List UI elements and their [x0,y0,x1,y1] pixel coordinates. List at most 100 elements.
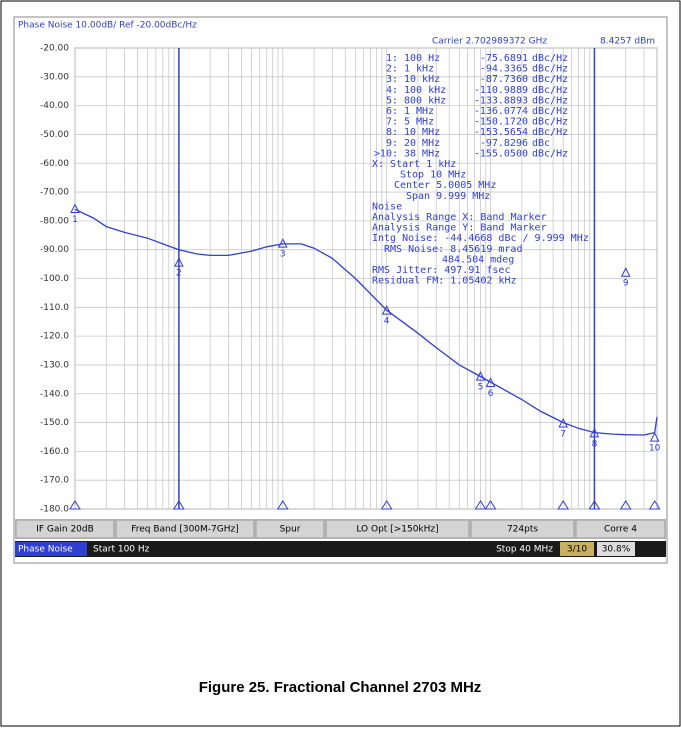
marker [620,267,631,277]
marker-number: 8 [592,439,598,449]
marker-value: -150.1720 [474,117,528,128]
marker-unit: dBc/Hz [532,64,568,75]
analysis-info: Intg Noise: -44.4668 dBc / 9.999 MHz [372,233,589,244]
marker-label: 5: [386,95,398,106]
marker-value: -133.8893 [474,95,528,106]
y-tick-label: -20.00 [40,44,69,54]
marker-freq: 100 Hz [404,53,440,64]
marker [70,203,80,213]
axis-marker [474,500,487,510]
status-mode-bg [15,542,87,556]
status-stop: Stop 40 MHz [496,545,553,555]
marker-freq: 1 kHz [404,64,434,75]
header-bar [15,18,666,31]
analysis-info: RMS Noise: 8.45619 mrad [384,244,522,255]
status-bar [15,541,666,557]
carrier-power: 8.4257 dBm [600,37,655,47]
marker-label: 2: [386,64,398,75]
marker-number: 7 [560,430,566,440]
marker-number: 6 [488,389,494,399]
marker [475,371,486,381]
button-label: Freq Band [300M-7GHz] [131,525,239,535]
y-tick-label: -110.0 [40,303,69,313]
analysis-info: Residual FM: 1.05402 kHz [372,276,517,287]
marker [649,431,660,442]
marker-value: -94.3365 [480,64,528,75]
axis-marker [276,500,289,510]
status-mode: Phase Noise [18,545,73,555]
marker-value: -97.8296 [480,138,528,149]
marker-value: -136.0774 [474,106,528,117]
status-trace-bg [560,542,594,556]
marker-label: >10: [374,148,398,159]
marker-value: -153.5654 [474,127,528,138]
marker-unit: dBc/Hz [532,148,568,159]
marker-label: 4: [386,85,398,96]
analysis-info: Noise [372,201,402,212]
marker-number: 9 [623,279,629,289]
y-tick-label: -150.0 [40,418,69,428]
y-tick-label: -30.00 [40,72,69,82]
marker-freq: 10 MHz [404,127,440,138]
marker-label: 6: [386,106,398,117]
marker-unit: dBc/Hz [532,106,568,117]
y-tick-label: -140.0 [40,389,69,399]
axis-marker [69,500,81,510]
noise-trace [74,208,658,436]
y-tick-label: -40.00 [40,101,69,111]
y-tick-label: -160.0 [40,447,69,457]
marker-freq: 1 MHz [404,106,434,117]
marker [485,377,496,387]
analysis-info: RMS Jitter: 497.91 fsec [372,265,510,276]
y-tick-label: -70.00 [40,188,69,198]
marker-unit: dBc/Hz [532,117,568,128]
marker-unit: dBc/Hz [532,53,568,64]
analysis-info: X: Start 1 kHz [372,159,456,170]
status-zoom: 30.8% [602,545,631,555]
marker-number: 2 [176,269,182,279]
marker-label: 1: [386,53,398,64]
analysis-info: Stop 10 MHz [400,170,466,181]
axis-marker [172,500,185,510]
axis-marker [588,500,601,510]
marker-label: 9: [386,138,398,149]
button-label: Corre 4 [604,525,637,535]
button [470,519,575,539]
analysis-info: Center 5.0005 MHz [394,180,496,191]
marker-value: -155.0500 [474,148,528,159]
button [115,519,255,539]
status-zoom-bg [597,542,635,556]
marker-unit: dBc/Hz [532,85,568,96]
y-tick-label: -170.0 [40,476,69,486]
marker [277,238,288,248]
marker-value: -110.9889 [474,85,528,96]
marker-number: 3 [280,250,286,260]
y-tick-label: -90.00 [40,245,69,255]
marker [589,427,600,438]
y-tick-label: -180.0 [40,505,69,515]
caption: Figure 25. Fractional Channel 2703 MHz [199,679,482,696]
marker-value: -87.7360 [480,74,528,85]
marker-freq: 20 MHz [404,138,440,149]
marker-label: 7: [386,117,398,128]
y-tick-label: -80.00 [40,216,69,226]
button [575,519,666,539]
analysis-info: Analysis Range X: Band Marker [372,212,547,223]
button [325,519,470,539]
y-tick-label: -60.00 [40,159,69,169]
button [255,519,325,539]
marker-label: 3: [386,74,398,85]
axis-marker [557,500,570,510]
carrier: Carrier 2.702989372 GHz [432,37,547,47]
button-label: LO Opt [>150kHz] [356,525,438,535]
marker-freq: 800 kHz [404,95,446,106]
marker-label: 8: [386,127,398,138]
marker [558,417,568,428]
marker-freq: 10 kHz [404,74,440,85]
analysis-info: Analysis Range Y: Band Marker [372,223,547,234]
marker-unit: dBc/Hz [532,127,568,138]
marker-number: 10 [649,444,661,454]
button-label: Spur [280,525,301,535]
marker [381,305,392,315]
marker-number: 5 [478,383,484,393]
